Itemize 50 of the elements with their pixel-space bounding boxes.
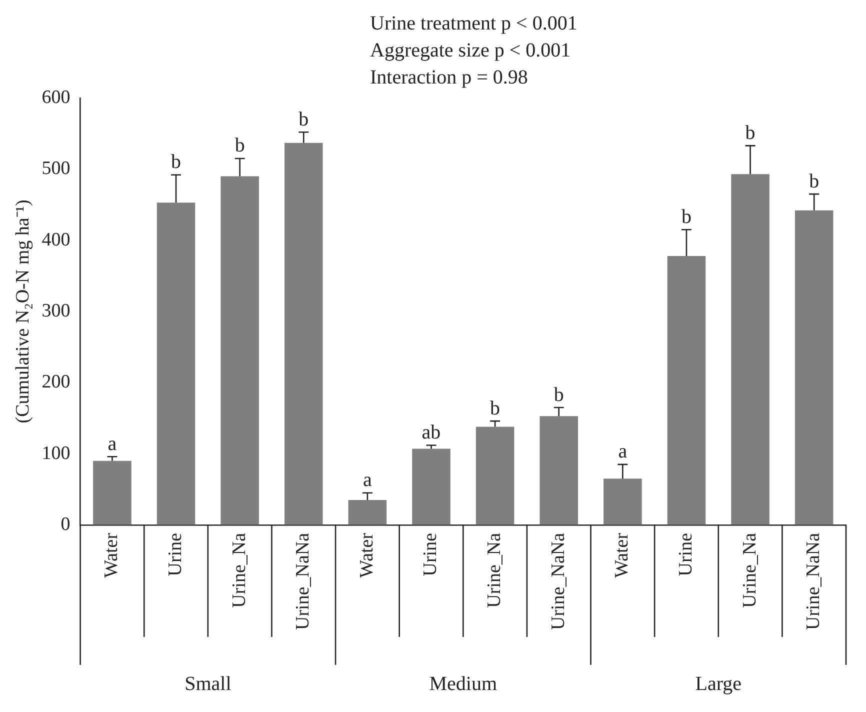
data-label: b: [171, 151, 182, 174]
data-label: b: [681, 206, 692, 228]
text: Interaction p = 0.98: [370, 66, 528, 88]
bar: [476, 426, 514, 525]
data-label: b: [490, 397, 500, 420]
data-label: a: [362, 469, 372, 492]
bar: [540, 416, 578, 525]
y-tick-label: 100: [42, 442, 70, 464]
x-tick-label: Urine_NaNa: [548, 532, 569, 630]
text: Large: [695, 673, 742, 696]
bar: [284, 142, 323, 525]
bar: [794, 210, 834, 525]
bar: [156, 202, 196, 525]
bar: [667, 256, 706, 525]
y-tick-label: 400: [42, 229, 70, 250]
y-tick-label: 600: [42, 86, 70, 108]
bar: [604, 478, 642, 525]
y-axis-title: (Cumulative N₂O-N mg ha⁻¹): [12, 200, 34, 424]
x-tick-label: Urine_Na: [228, 532, 250, 608]
bar: [731, 174, 770, 525]
y-tick-label: 0: [60, 514, 70, 535]
text: Small: [184, 673, 232, 696]
bar: [412, 448, 450, 525]
x-tick-label: Urine_NaNa: [292, 532, 314, 630]
text: Medium: [429, 673, 498, 696]
data-label: a: [108, 432, 117, 455]
x-tick-label: Urine_NaNa: [803, 532, 824, 630]
x-tick-label: Urine: [164, 532, 186, 576]
data-label: b: [745, 122, 756, 144]
data-label: a: [618, 440, 628, 463]
text: Aggregate size p < 0.001: [370, 39, 571, 62]
data-label: b: [809, 170, 820, 192]
data-label: ab: [422, 421, 441, 444]
bar: [348, 500, 387, 525]
x-tick-label: Urine: [420, 532, 442, 576]
data-label: b: [298, 108, 309, 130]
y-tick-label: 300: [42, 300, 70, 322]
x-tick-label: Water: [101, 532, 122, 578]
x-tick-label: Urine_Na: [739, 532, 760, 608]
x-tick-label: Water: [356, 532, 378, 578]
bar: [93, 460, 132, 525]
text: Urine treatment p < 0.001: [370, 12, 578, 34]
x-tick-label: Urine_Na: [484, 532, 506, 608]
bar: [220, 176, 259, 525]
x-tick-label: Urine: [675, 532, 696, 576]
data-label: b: [554, 384, 564, 406]
y-tick-label: 500: [42, 158, 70, 180]
x-tick-label: Water: [612, 532, 633, 578]
y-tick-label: 200: [42, 372, 70, 393]
data-label: b: [234, 134, 245, 157]
